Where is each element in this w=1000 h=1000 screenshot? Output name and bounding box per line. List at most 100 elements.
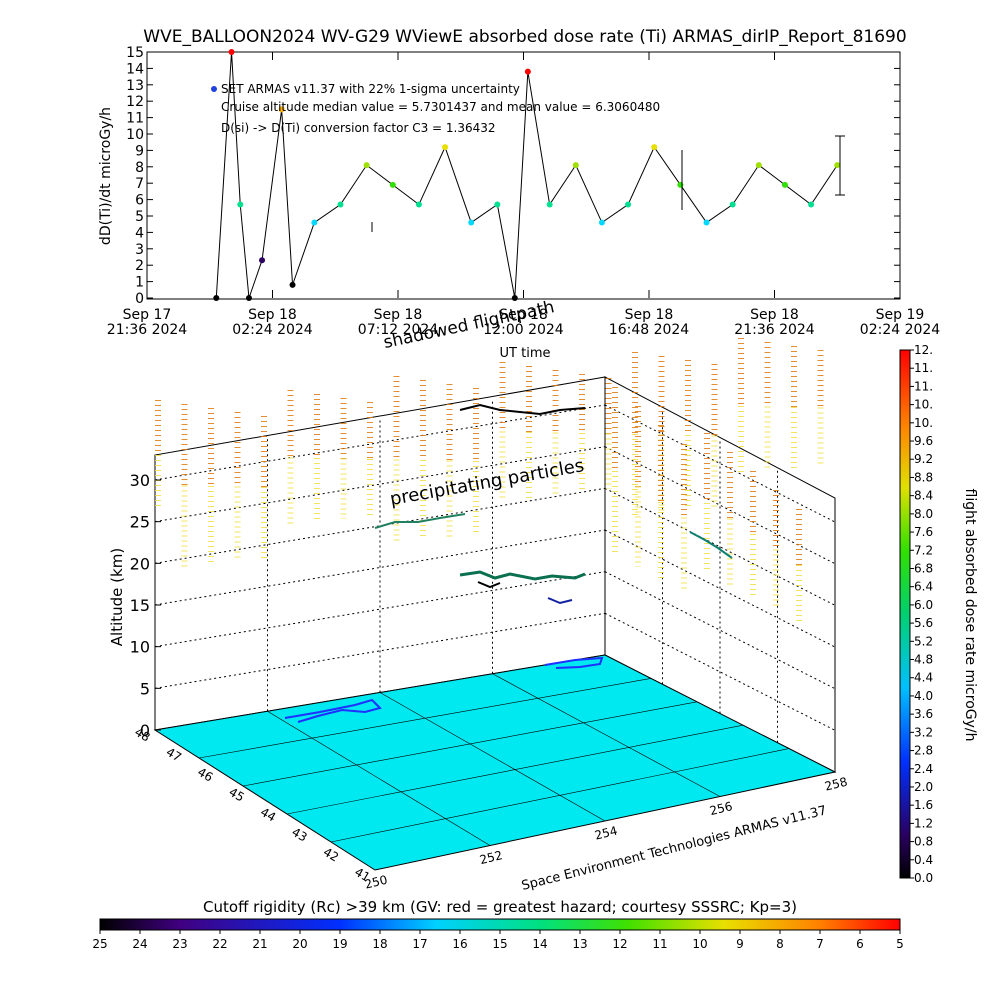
cutoff-colorbar-tick-label: 5	[896, 937, 904, 951]
y-tick-label: 9	[135, 143, 144, 159]
cutoff-colorbar-tick-label: 12	[612, 937, 627, 951]
altitude-tick-label: 5	[140, 679, 150, 698]
cutoff-colorbar-tick-label: 7	[816, 937, 824, 951]
dose-colorbar-tick-label: 2.8	[914, 744, 933, 758]
dose-colorbar-tick-label: 11.	[914, 361, 933, 375]
y-tick-label: 13	[126, 78, 144, 94]
cutoff-colorbar-tick-label: 20	[292, 937, 307, 951]
data-point	[625, 201, 632, 208]
data-point	[598, 219, 605, 226]
altitude-gridline	[604, 571, 836, 690]
dose-colorbar-tick-label: 6.0	[914, 598, 933, 612]
altitude-tick-label: 0	[140, 721, 150, 740]
dose-colorbar-tick-label: 6.8	[914, 561, 933, 575]
annotation-marker	[211, 86, 217, 92]
x-tick-label-time: 21:36 2024	[734, 322, 815, 338]
dose-rate-series	[213, 49, 841, 301]
cutoff-colorbar-tick-label: 15	[492, 937, 507, 951]
latitude-tick-label: 43	[289, 825, 309, 845]
longitude-tick-label: 256	[708, 799, 734, 818]
data-point	[289, 281, 296, 288]
data-point	[213, 295, 220, 301]
dose-colorbar-tick-label: 7.2	[914, 543, 933, 557]
dose-colorbar-tick-label: 8.4	[914, 489, 933, 503]
x-tick-label-date: Sep 18	[625, 307, 674, 323]
data-point	[494, 201, 501, 208]
altitude-gridline	[154, 612, 606, 689]
dose-colorbar-tick-label: 4.4	[914, 671, 933, 685]
data-point	[703, 219, 710, 226]
latitude-tick-label: 44	[258, 805, 278, 825]
cutoff-colorbar-tick-label: 22	[212, 937, 227, 951]
altitude-gridline	[154, 571, 606, 648]
x-tick-label-time: 02:24 2024	[232, 322, 313, 338]
latitude-tick-label: 46	[195, 765, 215, 785]
dose-colorbar-tick-label: 1.6	[914, 798, 933, 812]
cutoff-colorbar-ticks: 25 24 23 22 21 20 19 18 17 16 15 14 13 12 11 10 9 8 7 6 5	[92, 930, 904, 951]
altitude-tick-label: 15	[130, 596, 150, 615]
data-point	[245, 295, 252, 301]
dose-colorbar-tick-label: 2.4	[914, 762, 933, 776]
dose-colorbar-tick-label: 11.	[914, 379, 933, 393]
latitude-tick-label: 47	[164, 745, 184, 765]
dose-colorbar-tick-label: 0.8	[914, 835, 933, 849]
dose-colorbar: 0.0 0.4 0.8 1.2 1.6 2.0 2.4 2.8 3.2 3.6 4.0 4.4 4.8 5…	[899, 343, 978, 885]
altitude-tick-label: 30	[130, 471, 150, 490]
cutoff-colorbar-fill	[99, 918, 901, 931]
dose-colorbar-tick-label: 12.	[914, 343, 933, 357]
y-tick-label: 1	[135, 275, 144, 291]
chart-title: WVE_BALLOON2024 WV-G29 WViewE absorbed d…	[143, 27, 906, 47]
data-point	[834, 162, 841, 169]
y-tick-label: 6	[135, 193, 144, 209]
data-point	[389, 181, 396, 188]
dose-colorbar-tick-label: 5.2	[914, 634, 933, 648]
flightpath-trace	[459, 570, 586, 581]
data-point	[468, 219, 475, 226]
altitude-gridline	[604, 529, 836, 648]
dose-colorbar-ticks: 0.0 0.4 0.8 1.2 1.6 2.0 2.4 2.8 3.2 3.6 4.0 4.4 4.8 5…	[910, 343, 933, 885]
y-tick-label: 7	[135, 176, 144, 192]
y-tick-label: 10	[126, 127, 144, 143]
dose-colorbar-tick-label: 4.8	[914, 653, 933, 667]
floor-gridlines	[198, 673, 790, 846]
x-tick-label-date: Sep 18	[750, 307, 799, 323]
x-tick-label-time: 12:00 2024	[483, 322, 564, 338]
dose-colorbar-tick-label: 3.6	[914, 707, 933, 721]
y-tick-label: 15	[126, 45, 144, 61]
longitude-tick-label: 258	[823, 775, 849, 794]
cutoff-colorbar-tick-label: 25	[92, 937, 107, 951]
cutoff-colorbar-tick-label: 8	[776, 937, 784, 951]
cutoff-colorbar-tick-label: 10	[692, 937, 707, 951]
cutoff-colorbar-tick-label: 23	[172, 937, 187, 951]
flightpath-shadow	[544, 656, 604, 669]
dose-colorbar-tick-label: 8.8	[914, 470, 933, 484]
cutoff-colorbar-tick-label: 18	[372, 937, 387, 951]
cutoff-colorbar-tick-label: 11	[652, 937, 667, 951]
x-tick-label-time: 16:48 2024	[609, 322, 690, 338]
cutoff-colorbar-tick-label: 6	[856, 937, 864, 951]
data-point	[651, 144, 658, 151]
floor-gridline	[379, 692, 606, 822]
flightpath-trace	[374, 513, 466, 529]
floor-gridline	[267, 710, 491, 846]
x-tick-label-time: 02:24 2024	[860, 322, 941, 338]
dose-colorbar-tick-label: 3.2	[914, 725, 933, 739]
x-tick-label-time: 21:36 2024	[107, 322, 188, 338]
data-point	[524, 68, 531, 75]
x-tick-label-date: Sep 18	[248, 307, 297, 323]
altitude-gridline	[604, 404, 836, 523]
ground-surface	[153, 654, 837, 871]
flightpath-trace	[477, 581, 501, 589]
cutoff-colorbar-tick-label: 19	[332, 937, 347, 951]
cutoff-colorbar-tick-label: 9	[736, 937, 744, 951]
data-point	[363, 162, 370, 169]
data-point	[311, 219, 318, 226]
x-tick-label-date: Sep 19	[876, 307, 925, 323]
dose-colorbar-title: flight absorbed dose rate microGy/h	[962, 489, 978, 742]
x-tick-label-time: 07:12 2024	[358, 322, 439, 338]
flightpath-shadow	[284, 698, 382, 723]
y-tick-label: 3	[135, 242, 144, 258]
latitude-tick-label: 41	[352, 865, 372, 885]
